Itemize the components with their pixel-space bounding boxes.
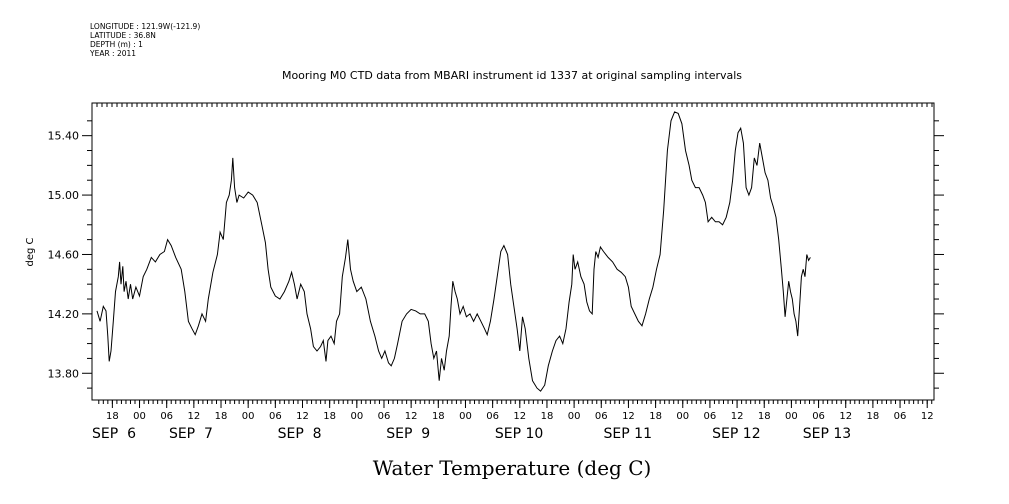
y-tick-label: 14.60 [48,248,80,261]
x-axis-title: Water Temperature (deg C) [373,456,652,480]
x-hour-label: 06 [160,411,173,422]
x-hour-label: 18 [106,411,119,422]
y-axis-label: deg C [25,237,36,266]
x-hour-label: 18 [758,411,771,422]
x-hour-label: 12 [296,411,309,422]
x-hour-label: 06 [812,411,825,422]
x-day-label: SEP 7 [169,426,213,442]
x-hour-label: 06 [378,411,391,422]
x-hour-label: 18 [432,411,445,422]
x-hour-label: 06 [704,411,717,422]
meta-longitude: LONGITUDE : 121.9W(-121.9) [90,22,200,31]
x-hour-label: 12 [187,411,200,422]
temperature-series-line [96,111,811,392]
x-hour-label: 00 [459,411,472,422]
x-hour-label: 18 [867,411,880,422]
x-hour-label: 00 [242,411,255,422]
x-axis: 18 00 06 12 18 00 06 12 18 00 06 12 18 00 06 12 18 00 06 12… [92,400,934,442]
y-tick-label: 13.80 [48,367,80,380]
x-day-label: SEP 11 [604,426,652,442]
x-hour-label: 00 [568,411,581,422]
x-hour-label: 12 [731,411,744,422]
y-tick-label: 15.40 [48,130,80,143]
x-hour-label: 06 [894,411,907,422]
meta-latitude: LATITUDE : 36.8N [90,31,156,40]
x-day-label: SEP 13 [803,426,851,442]
y-axis: 13.80 14.20 14.60 15.00 15.40 [48,120,944,389]
chart-title: Mooring M0 CTD data from MBARI instrumen… [282,69,742,82]
y-tick-label: 15.00 [48,189,80,202]
x-hour-label: 12 [921,411,934,422]
meta-depth: DEPTH (m) : 1 [90,40,143,49]
x-hour-label: 00 [785,411,798,422]
meta-year: YEAR : 2011 [89,49,136,58]
x-day-label: SEP 9 [386,426,430,442]
x-hour-label: 12 [513,411,526,422]
x-hour-label: 06 [269,411,282,422]
minor-ticks [91,103,933,107]
x-day-label: SEP 8 [278,426,322,442]
x-hour-label: 18 [541,411,554,422]
x-hour-label: 00 [350,411,363,422]
x-hour-label: 12 [405,411,418,422]
x-hour-label: 18 [215,411,228,422]
x-hour-label: 18 [649,411,662,422]
x-hour-label: 12 [622,411,635,422]
x-day-label: SEP 10 [495,426,543,442]
plot-frame [91,102,935,401]
y-tick-label: 14.20 [48,308,80,321]
x-hour-label: 18 [323,411,336,422]
x-hour-label: 12 [839,411,852,422]
x-day-label: SEP 12 [712,426,760,442]
x-hour-label: 06 [595,411,608,422]
x-hour-label: 00 [676,411,689,422]
x-hour-label: 00 [133,411,146,422]
metadata-block: LONGITUDE : 121.9W(-121.9) LATITUDE : 36… [89,22,200,58]
x-hour-label: 06 [486,411,499,422]
x-day-label: SEP 6 [92,426,136,442]
